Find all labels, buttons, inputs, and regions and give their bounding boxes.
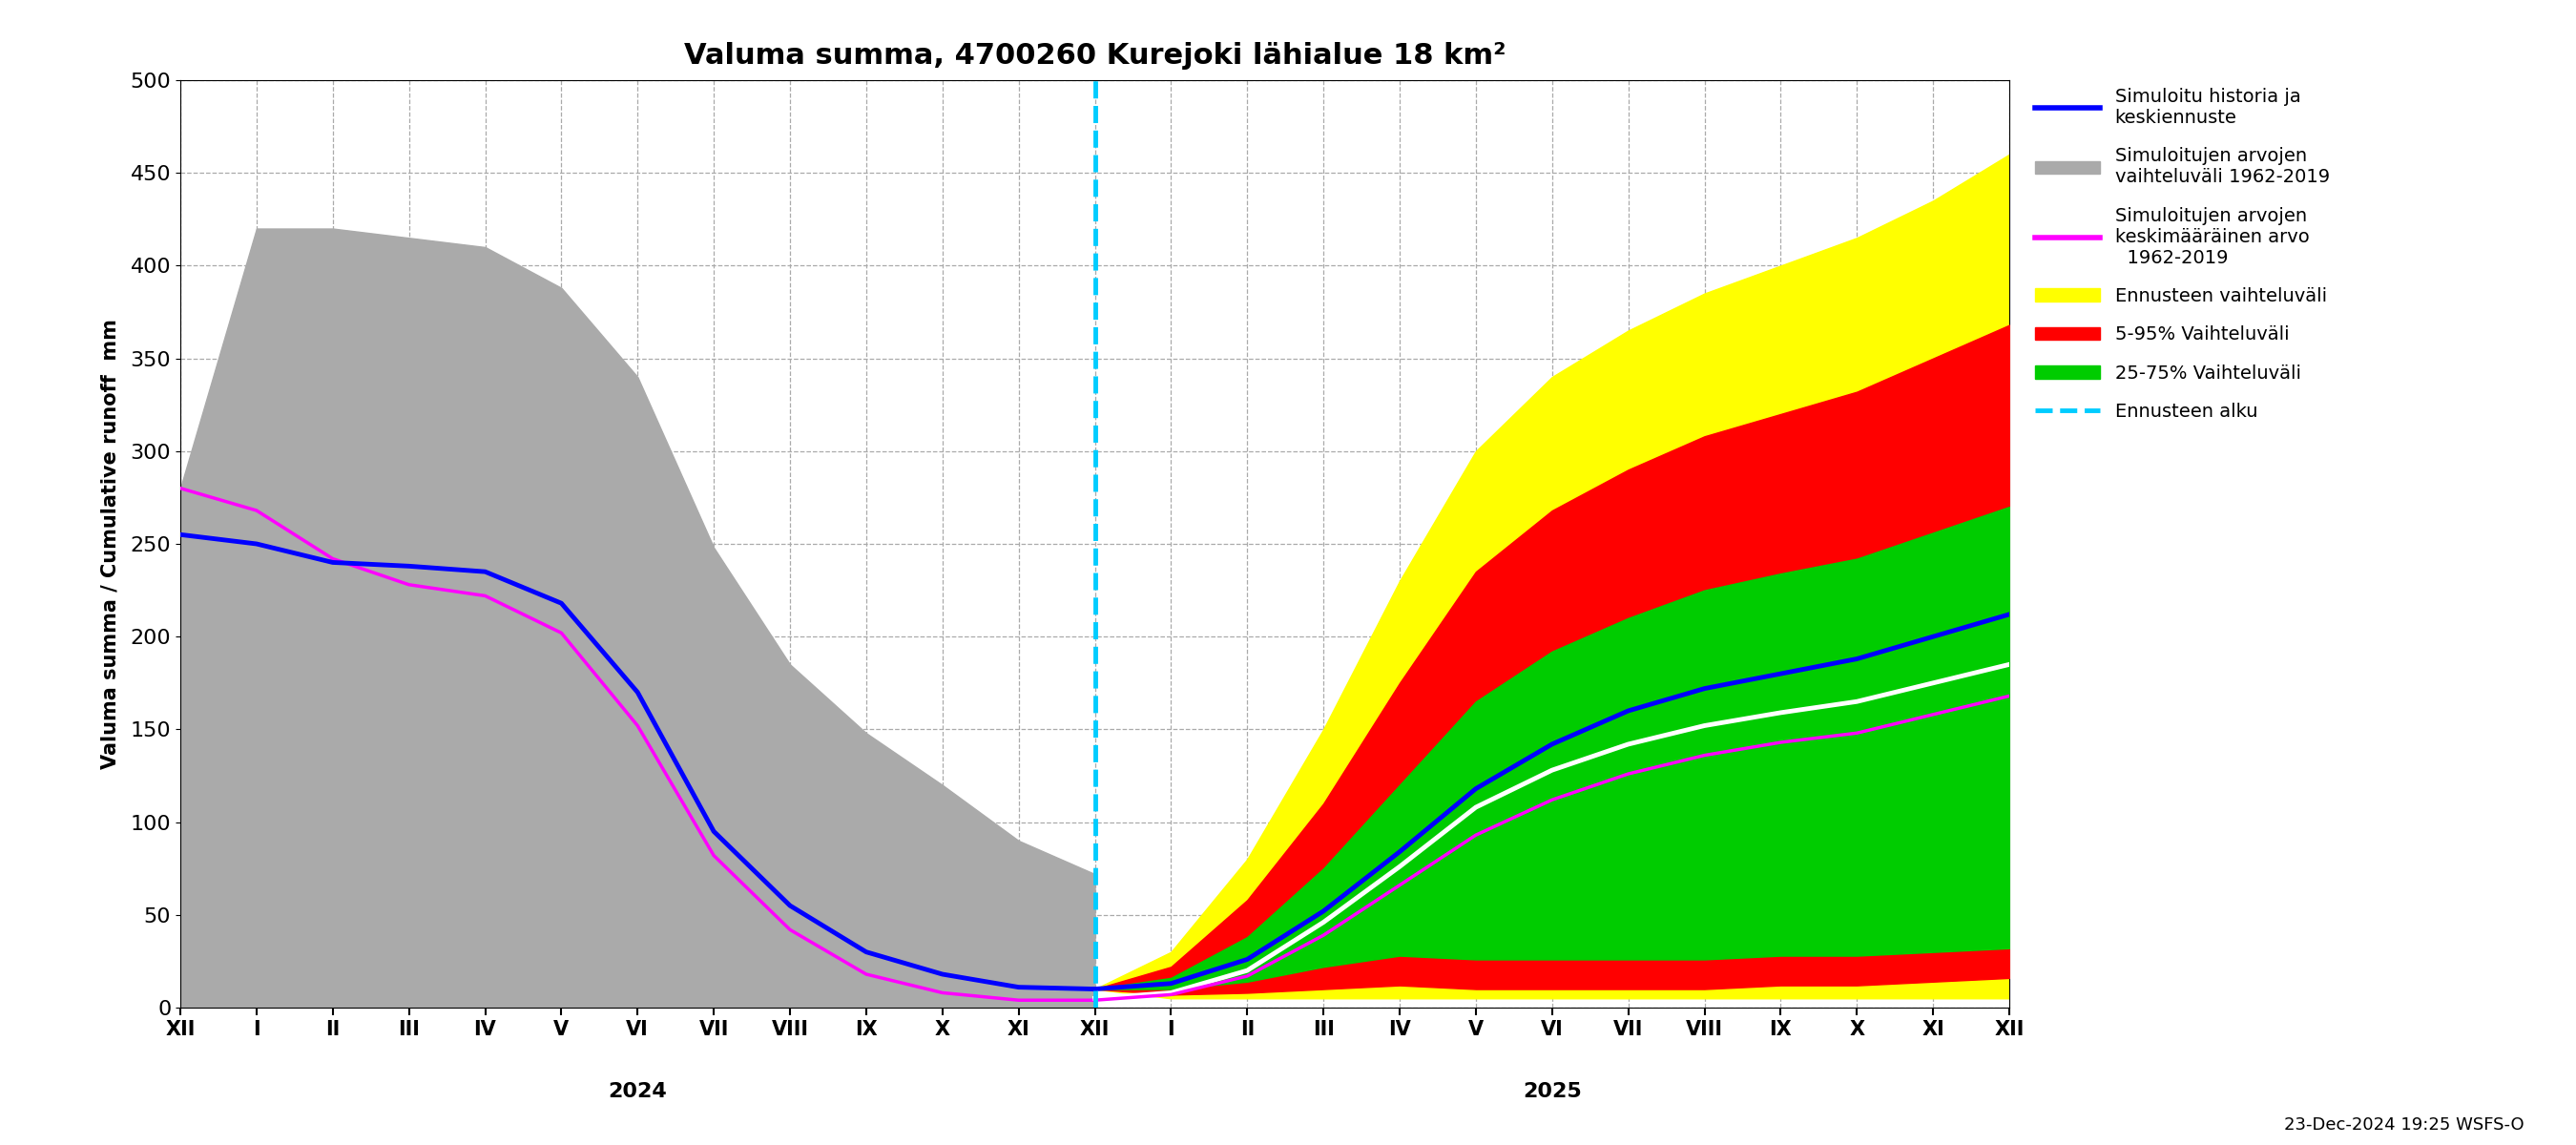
Legend: Simuloitu historia ja
keskiennuste, Simuloitujen arvojen
vaihteluväli 1962-2019,: Simuloitu historia ja keskiennuste, Simu…: [2027, 80, 2336, 428]
Y-axis label: Valuma summa / Cumulative runoff  mm: Valuma summa / Cumulative runoff mm: [100, 318, 118, 769]
Text: 2024: 2024: [608, 1082, 667, 1100]
Title: Valuma summa, 4700260 Kurejoki lähialue 18 km²: Valuma summa, 4700260 Kurejoki lähialue …: [683, 42, 1507, 70]
Text: 2025: 2025: [1522, 1082, 1582, 1100]
Text: 23-Dec-2024 19:25 WSFS-O: 23-Dec-2024 19:25 WSFS-O: [2285, 1116, 2524, 1134]
